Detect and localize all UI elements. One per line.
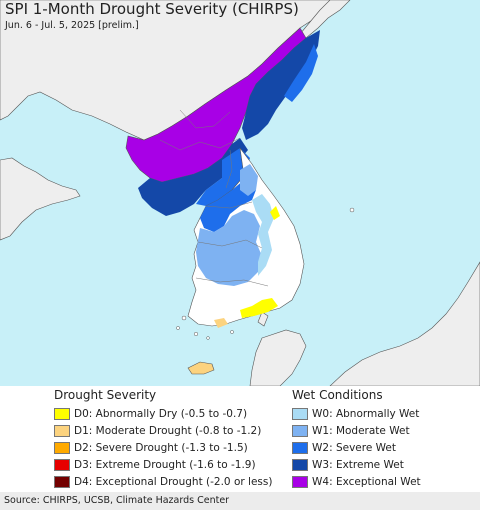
nk-east-coast-w3 xyxy=(242,30,320,140)
legend-swatch-d4 xyxy=(54,475,70,488)
japan-honshu xyxy=(329,261,480,386)
legend-swatch-d3 xyxy=(54,458,70,471)
legend-item-d2: D2: Severe Drought (-1.3 to -1.5) xyxy=(54,439,272,456)
jeju-island xyxy=(187,361,215,375)
drought-legend: Drought Severity D0: Abnormally Dry (-0.… xyxy=(54,388,272,490)
legend-label-w4: W4: Exceptional Wet xyxy=(312,475,421,488)
legend-label-d2: D2: Severe Drought (-1.3 to -1.5) xyxy=(74,441,248,454)
legend-item-w3: W3: Extreme Wet xyxy=(292,456,421,473)
legend-item-d4: D4: Exceptional Drought (-2.0 or less) xyxy=(54,473,272,490)
ulleungdo xyxy=(349,207,355,213)
drought-legend-title: Drought Severity xyxy=(54,388,157,402)
legend-swatch-w3 xyxy=(292,458,308,471)
map-title: SPI 1-Month Drought Severity (CHIRPS) xyxy=(5,0,299,18)
legend-swatch-w0 xyxy=(292,407,308,420)
legend-item-w4: W4: Exceptional Wet xyxy=(292,473,421,490)
legend-label-d0: D0: Abnormally Dry (-0.5 to -0.7) xyxy=(74,407,248,420)
nk-south-w2 xyxy=(196,148,250,206)
sk-w0 xyxy=(252,194,274,276)
map-subtitle: Jun. 6 - Jul. 5, 2025 [prelim.] xyxy=(5,20,139,31)
china-liaodong xyxy=(0,157,81,241)
sk-w1 xyxy=(196,210,262,286)
japan-kyushu xyxy=(249,329,307,386)
legend-item-w0: W0: Abnormally Wet xyxy=(292,405,421,422)
legend-label-w2: W2: Severe Wet xyxy=(312,441,396,454)
footer-bar: Source: CHIRPS, UCSB, Climate Hazards Ce… xyxy=(0,492,480,510)
nk-south-w3 xyxy=(138,138,248,216)
legend-swatch-d0 xyxy=(54,407,70,420)
legend-item-d1: D1: Moderate Drought (-0.8 to -1.2) xyxy=(54,422,272,439)
legend-swatch-d1 xyxy=(54,424,70,437)
sk-d0-east xyxy=(270,206,280,220)
legend-label-d1: D1: Moderate Drought (-0.8 to -1.2) xyxy=(74,424,262,437)
province-borders xyxy=(159,109,269,287)
sk-w2 xyxy=(200,180,256,232)
sk-d1-south xyxy=(214,318,228,328)
wet-legend: Wet Conditions W0: Abnormally Wet W1: Mo… xyxy=(292,388,421,490)
legend-swatch-w2 xyxy=(292,441,308,454)
legend-swatch-w4 xyxy=(292,475,308,488)
sk-d0-south xyxy=(240,298,278,318)
sk-w1-east xyxy=(240,164,258,196)
source-credit: Source: CHIRPS, UCSB, Climate Hazards Ce… xyxy=(4,495,230,506)
legend-label-w3: W3: Extreme Wet xyxy=(312,458,404,471)
russia-coast xyxy=(299,0,351,39)
drought-map xyxy=(0,0,480,386)
south-islands xyxy=(176,315,234,340)
nk-east-coast-w2 xyxy=(284,44,318,102)
legend-label-d4: D4: Exceptional Drought (-2.0 or less) xyxy=(74,475,273,488)
legend-item-w2: W2: Severe Wet xyxy=(292,439,421,456)
legend-label-w0: W0: Abnormally Wet xyxy=(312,407,420,420)
legend-item-d3: D3: Extreme Drought (-1.6 to -1.9) xyxy=(54,456,272,473)
wet-legend-title: Wet Conditions xyxy=(292,388,383,402)
legend-label-w1: W1: Moderate Wet xyxy=(312,424,410,437)
tsushima xyxy=(257,311,269,327)
legend-item-d0: D0: Abnormally Dry (-0.5 to -0.7) xyxy=(54,405,272,422)
legend-swatch-d2 xyxy=(54,441,70,454)
legend-item-w1: W1: Moderate Wet xyxy=(292,422,421,439)
legend-label-d3: D3: Extreme Drought (-1.6 to -1.9) xyxy=(74,458,256,471)
legend-swatch-w1 xyxy=(292,424,308,437)
